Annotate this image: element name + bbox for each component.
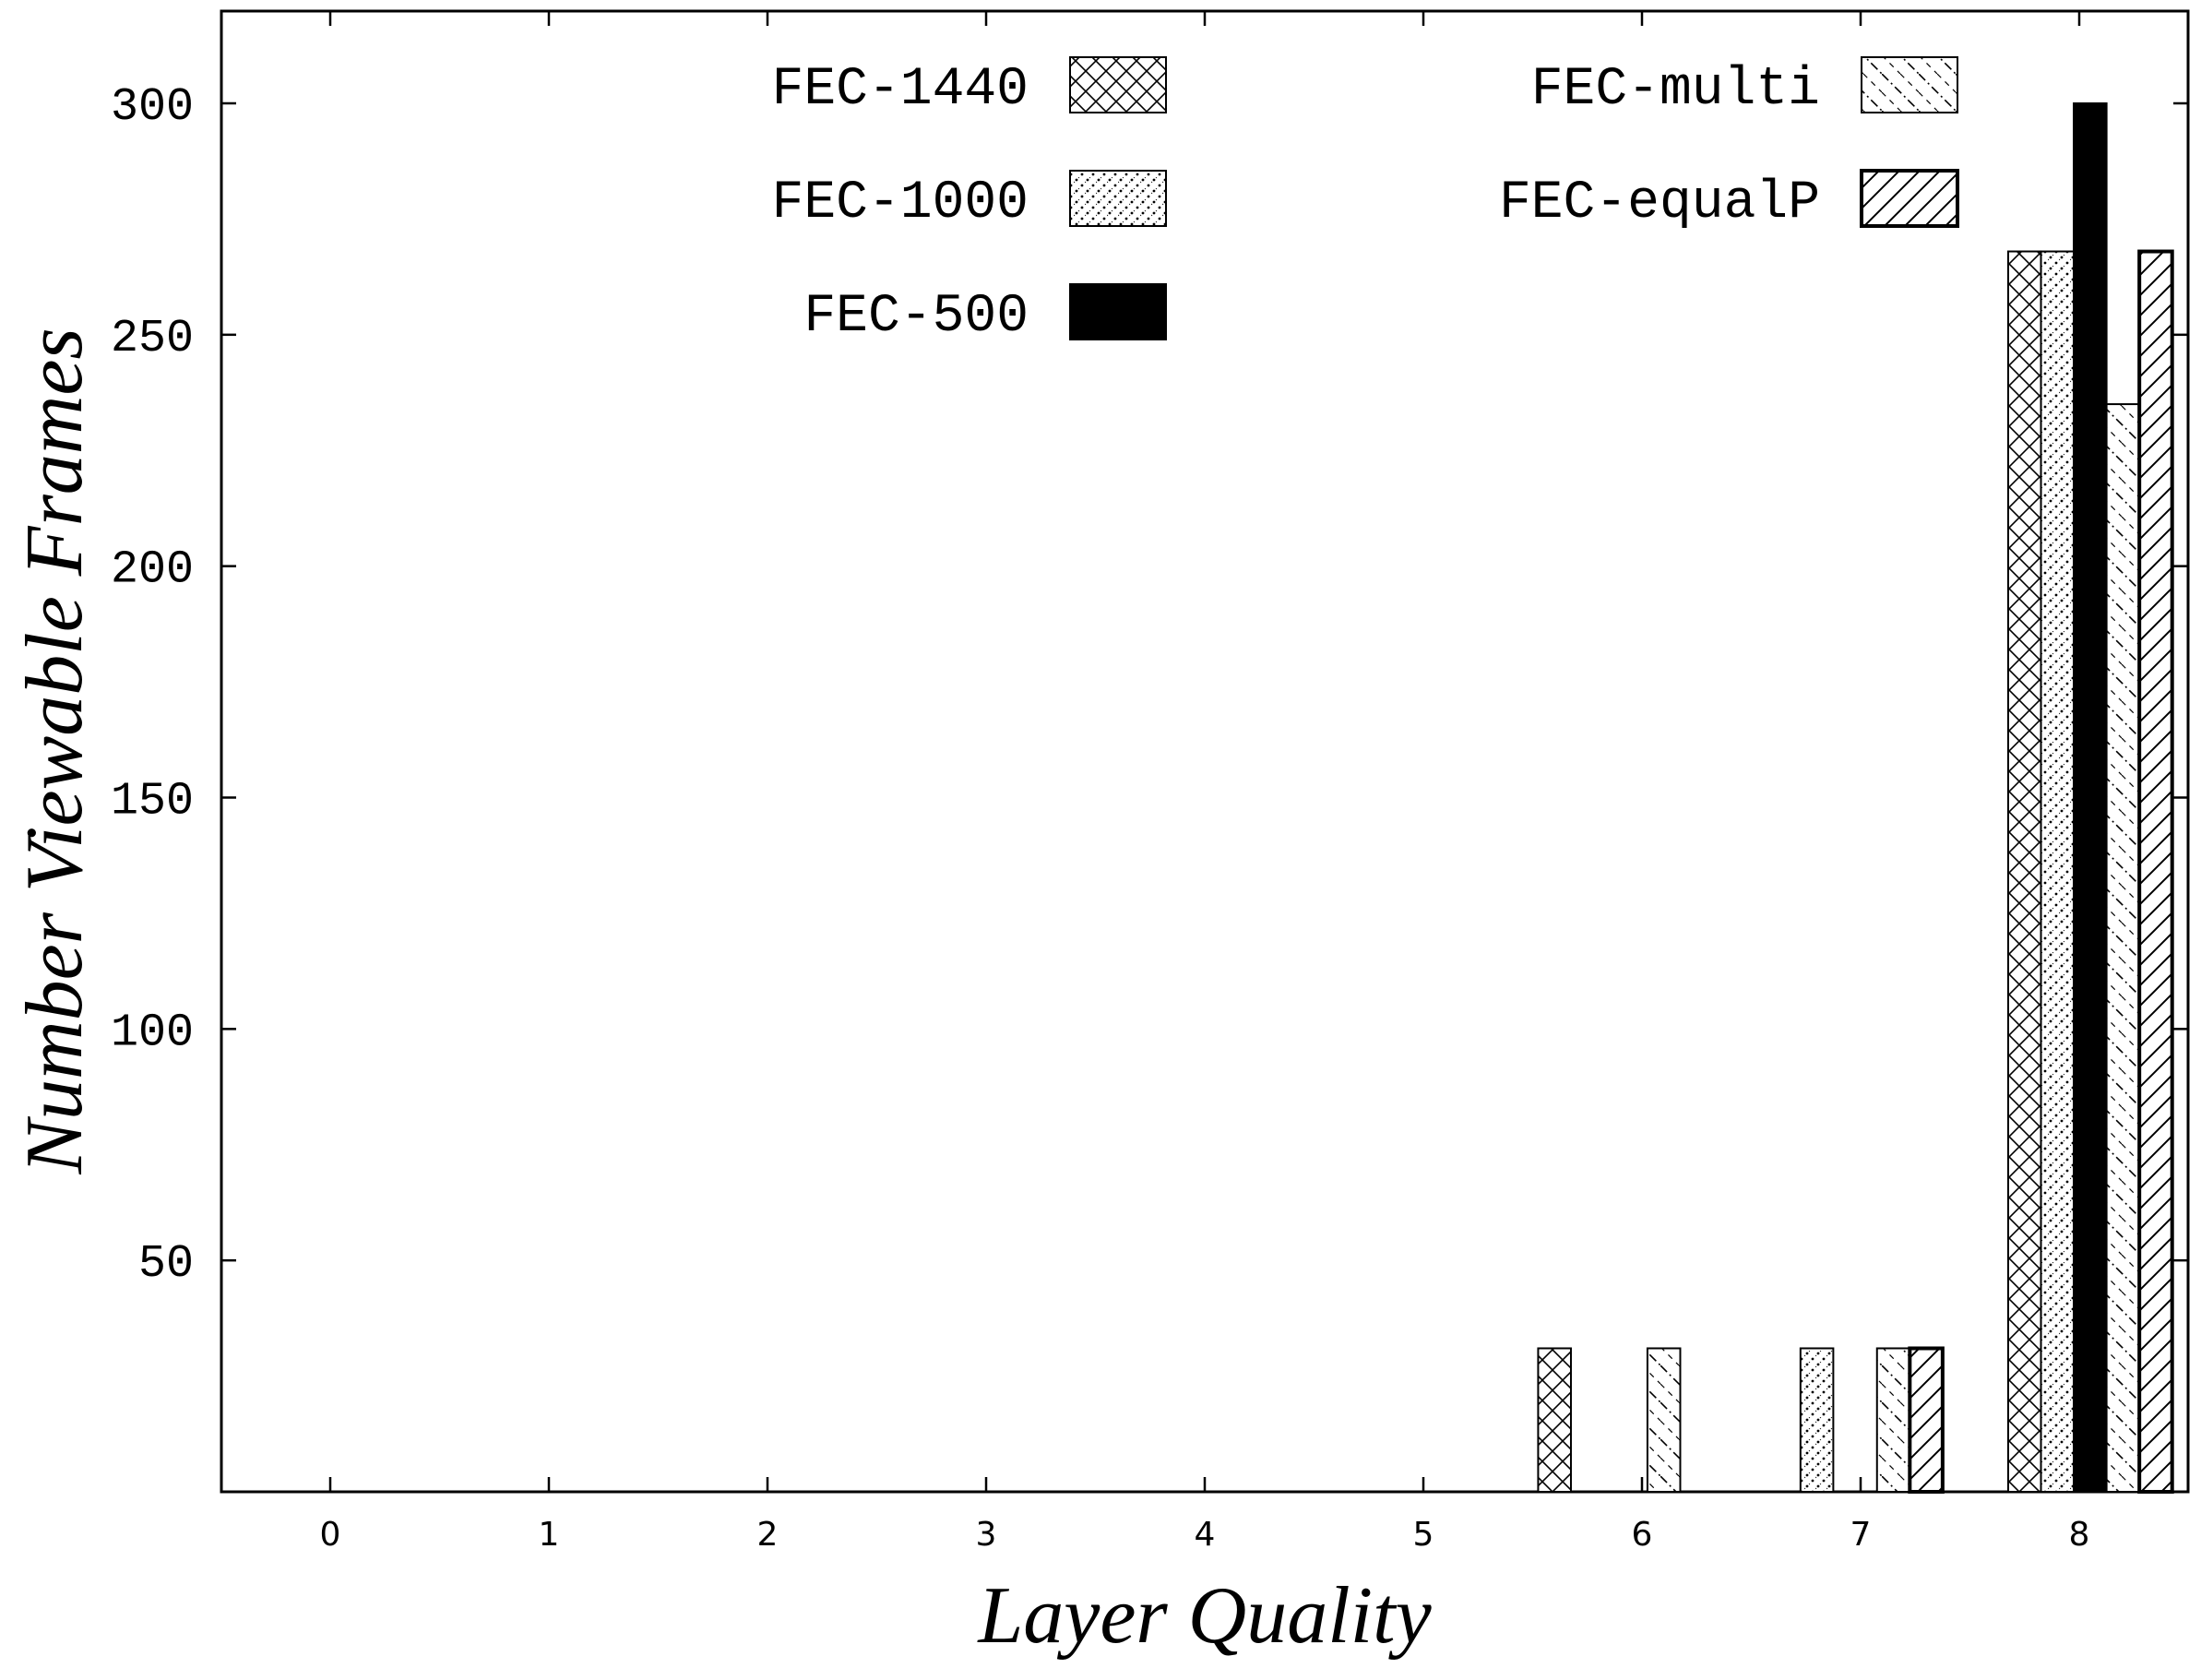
legend-label: FEC-500 <box>803 287 1029 347</box>
legend-label: FEC-1440 <box>772 60 1029 120</box>
x-tick-label: 7 <box>1850 1516 1872 1554</box>
x-axis: 0 1 2 3 4 5 6 7 8 <box>320 11 2090 1554</box>
y-tick-label: 200 <box>111 544 194 597</box>
y-axis-title: Number Viewable Frames <box>10 328 100 1174</box>
plot-frame <box>220 9 2190 1494</box>
x-tick-label: 4 <box>1195 1516 1216 1554</box>
legend-swatch-fec-1000 <box>1069 170 1167 227</box>
legend-swatch-fec-multi <box>1861 56 1958 113</box>
legend-swatch-fec-equalp <box>1860 169 1959 228</box>
bar-fec-equalp <box>1908 1346 1945 1494</box>
x-tick-label: 3 <box>976 1516 997 1554</box>
bar-fec-1440 <box>1537 1347 1572 1493</box>
x-tick-label: 8 <box>2069 1516 2090 1554</box>
x-tick-label: 5 <box>1413 1516 1434 1554</box>
bar-fec-equalp <box>2137 249 2174 1494</box>
legend-swatch-fec-500 <box>1069 283 1167 340</box>
y-tick-label: 250 <box>111 313 194 365</box>
bar-fec-1000 <box>2040 250 2076 1493</box>
x-tick-label: 2 <box>757 1516 779 1554</box>
bars-group <box>1537 102 2174 1494</box>
legend-label: FEC-equalP <box>1499 173 1820 233</box>
bar-fec-multi <box>1646 1347 1682 1493</box>
legend: FEC-1440 FEC-1000 FEC-500 FEC-multi FEC-equa… <box>772 56 1959 347</box>
bar-fec-1440 <box>2006 250 2042 1493</box>
y-axis: 50 100 150 200 250 300 <box>111 81 2188 1291</box>
x-tick-label: 1 <box>539 1516 560 1554</box>
legend-swatch-fec-1440 <box>1069 56 1167 113</box>
y-tick-label: 300 <box>111 81 194 134</box>
x-tick-label: 6 <box>1632 1516 1653 1554</box>
y-tick-label: 50 <box>138 1238 194 1291</box>
y-tick-label: 100 <box>111 1007 194 1059</box>
bar-fec-multi <box>1875 1347 1911 1493</box>
bar-fec-1000 <box>1799 1347 1835 1493</box>
legend-label: FEC-1000 <box>772 173 1029 233</box>
bar-fec-multi <box>2105 403 2141 1493</box>
x-tick-label: 0 <box>320 1516 341 1554</box>
x-axis-title: Layer Quality <box>976 1571 1432 1661</box>
bar-fec-500 <box>2073 102 2108 1493</box>
y-tick-label: 150 <box>111 776 194 828</box>
legend-label: FEC-multi <box>1531 60 1820 120</box>
